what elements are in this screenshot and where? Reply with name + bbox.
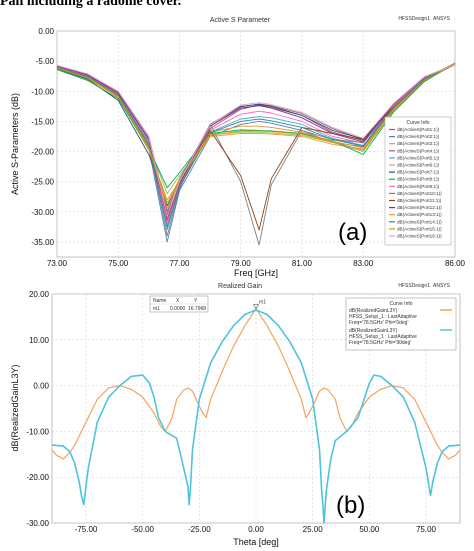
- chart-a-y-ticks: 0.00 -5.00 -10.00 -15.00 -20.00 -25.00 -30.00 -…: [31, 27, 54, 247]
- chart-b-y-axis-label: dB(RealizedGainL3Y): [10, 364, 20, 451]
- x-tick-label: -50.00: [131, 525, 154, 534]
- legend-entry-label: dB(ActiveS(Port5:1)): [397, 155, 440, 160]
- y-tick-label: -20.00: [26, 473, 49, 482]
- marker-table-row-name: m1: [153, 306, 160, 312]
- y-tick-label: -30.00: [31, 208, 54, 217]
- y-tick-label: -10.00: [31, 87, 54, 96]
- legend-entry-2-line3: Freq='78.5GHz' Phi='90deg': [349, 340, 411, 346]
- legend-entry-2-line1: dB(RealizedGainL3Y): [349, 328, 398, 334]
- chart-a-series-group: [56, 62, 456, 246]
- chart-a-x-ticks: 73.00 75.00 77.00 79.00 81.00 83.00 86.00: [47, 259, 466, 268]
- chart-a-design-tag: HFSSDesign1: [398, 16, 430, 22]
- legend-entry-label: dB(ActiveS(Port1:1)): [397, 127, 440, 132]
- series-line-port9: [56, 63, 456, 225]
- chart-a-legend: Curve Info dB(ActiveS(Port1:1))dB(Active…: [384, 116, 452, 246]
- series-line-port12: [56, 63, 456, 219]
- chart-a-grid: [56, 30, 456, 257]
- series-line-port13: [56, 63, 456, 210]
- marker-label: m1: [259, 300, 266, 306]
- legend-entry-label: dB(ActiveS(Port9:1)): [397, 184, 440, 189]
- y-tick-label: -10.00: [26, 427, 49, 436]
- chart-a-x-axis-label: Freq [GHz]: [234, 268, 278, 278]
- x-tick-label: 86.00: [445, 259, 466, 268]
- y-tick-label: -15.00: [31, 117, 54, 126]
- y-tick-label: -5.00: [36, 57, 55, 66]
- legend-entry-label: dB(ActiveS(Port12:1)): [397, 205, 442, 210]
- legend-entry-label: dB(ActiveS(Port15:1)): [397, 226, 442, 231]
- y-tick-label: -35.00: [31, 238, 54, 247]
- x-tick-label: -75.00: [75, 525, 98, 534]
- figure-header-fragment: Pall including a radome cover.: [0, 0, 182, 9]
- legend-entry-2-line2: HFSS_Setup_1 : LastAdaptive: [349, 334, 417, 340]
- chart-b-x-axis-label: Theta [deg]: [233, 537, 279, 547]
- chart-a-tag-suffix: ANSYS: [433, 16, 451, 22]
- chart-b-y-ticks: 20.00 10.00 0.00 -10.00 -20.00 -30.00: [26, 290, 49, 528]
- series-line-port14: [56, 63, 456, 228]
- chart-a-legend-title: Curve Info: [406, 120, 429, 126]
- x-tick-label: 83.00: [353, 259, 374, 268]
- marker-table-header-x: X: [176, 298, 180, 304]
- x-tick-label: 25.00: [303, 525, 324, 534]
- marker-table-header-name: Name: [153, 298, 167, 304]
- legend-entry-label: dB(ActiveS(Port16:1)): [397, 234, 442, 239]
- y-tick-label: 0.00: [38, 27, 54, 36]
- chart-b-legend: Curve Info dB(RealizedGainL3Y) HFSS_Setu…: [345, 297, 457, 351]
- x-tick-label: -25.00: [188, 525, 211, 534]
- chart-b-x-ticks: -75.00 -50.00 -25.00 0.00 25.00 50.00 75.00: [75, 525, 437, 534]
- x-tick-label: 77.00: [169, 259, 190, 268]
- x-tick-label: 50.00: [359, 525, 380, 534]
- chart-a-panel-label: (a): [338, 219, 367, 246]
- chart-b-legend-box: [345, 297, 457, 351]
- legend-entry-label: dB(ActiveS(Port4:1)): [397, 148, 440, 153]
- x-tick-label: 79.00: [231, 259, 252, 268]
- marker-triangle: [252, 304, 260, 310]
- y-tick-label: 0.00: [33, 382, 49, 391]
- chart-a-legend-box: [384, 116, 452, 246]
- y-tick-label: -20.00: [31, 148, 54, 157]
- series-line-port15: [56, 63, 456, 204]
- legend-entry-label: dB(ActiveS(Port11:1)): [397, 198, 442, 203]
- x-tick-label: 75.00: [108, 259, 129, 268]
- x-tick-label: 73.00: [47, 259, 68, 268]
- chart-a-title: Active S Parameter: [210, 17, 271, 24]
- x-tick-label: 81.00: [292, 259, 313, 268]
- y-tick-label: 10.00: [29, 336, 50, 345]
- x-tick-label: 75.00: [416, 525, 437, 534]
- chart-b-marker-m1: m1: [252, 300, 266, 310]
- chart-a-y-axis-label: Active S-Parameters (dB): [10, 93, 20, 195]
- legend-entry-label: dB(ActiveS(Port3:1)): [397, 141, 440, 146]
- legend-entry-label: dB(ActiveS(Port10:1)): [397, 191, 442, 196]
- y-tick-label: 20.00: [29, 290, 50, 299]
- chart-b: Realized Gain HFSSDesign1 ANSYS -75.00 -5…: [0, 282, 474, 551]
- legend-entry-1-line1: dB(RealizedGainL3Y): [349, 308, 398, 314]
- marker-table-row-y: 16.7968: [188, 306, 206, 312]
- legend-entry-1-line2: HFSS_Setup_1 : LastAdaptive: [349, 314, 417, 320]
- y-tick-label: -30.00: [26, 519, 49, 528]
- chart-b-grid: [52, 293, 460, 524]
- legend-entry-label: dB(ActiveS(Port14:1)): [397, 219, 442, 224]
- chart-a: Active S Parameter HFSSDesign1 ANSYS 73.…: [0, 10, 474, 282]
- legend-entry-label: dB(ActiveS(Port2:1)): [397, 134, 440, 139]
- chart-b-legend-title: Curve Info: [389, 301, 412, 307]
- legend-entry-label: dB(ActiveS(Port8:1)): [397, 177, 440, 182]
- chart-a-legend-entries: dB(ActiveS(Port1:1)) dB(ActiveS(Port2:1))…: [389, 127, 442, 239]
- legend-entry-1-line3: Freq='78.5GHz' Phi='0deg': [349, 320, 408, 326]
- chart-b-tag-suffix: ANSYS: [433, 283, 451, 289]
- marker-table-header-y: Y: [194, 298, 198, 304]
- legend-entry-label: dB(ActiveS(Port7:1)): [397, 170, 440, 175]
- gain-curve-2: [51, 309, 461, 524]
- y-tick-label: -25.00: [31, 178, 54, 187]
- chart-b-panel-label: (b): [336, 492, 365, 519]
- chart-b-marker-table: Name X Y m1 0.0000 16.7968: [149, 295, 209, 313]
- series-line-port16: [56, 64, 456, 218]
- series-line-port8: [56, 63, 456, 189]
- legend-entry-label: dB(ActiveS(Port6:1)): [397, 163, 440, 168]
- x-tick-label: 0.00: [248, 525, 264, 534]
- chart-b-design-tag: HFSSDesign1: [398, 283, 430, 289]
- chart-b-title: Realized Gain: [218, 283, 262, 290]
- legend-entry-label: dB(ActiveS(Port13:1)): [397, 212, 442, 217]
- marker-table-row-x: 0.0000: [170, 306, 186, 312]
